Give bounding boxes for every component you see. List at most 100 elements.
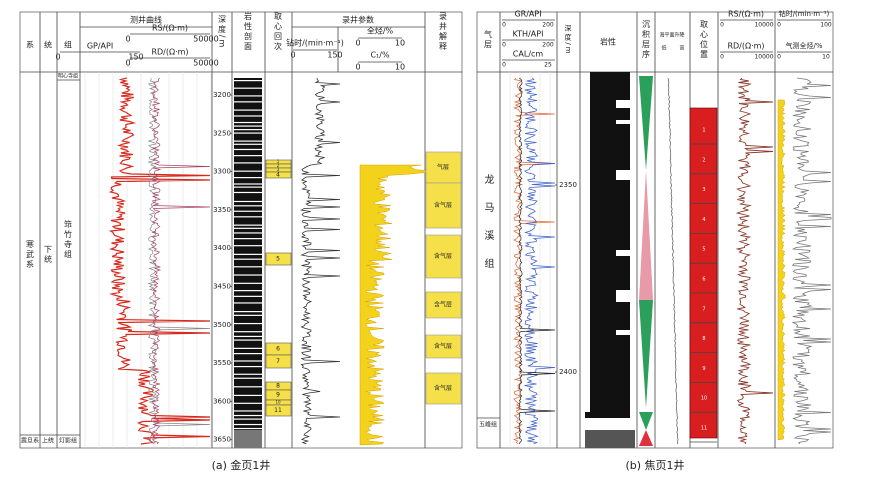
scale-min: 0 — [720, 54, 724, 61]
scale-min: 0 — [125, 59, 130, 68]
lithology-band — [234, 314, 262, 316]
scale-min: 0 — [502, 22, 506, 29]
lithology-band — [234, 129, 262, 131]
lithology-band — [234, 311, 262, 313]
core-column — [689, 107, 718, 439]
scale-max: 200 — [542, 42, 554, 49]
interp-box — [425, 372, 462, 405]
drilling-time — [300, 77, 341, 445]
interp-label: 含气层 — [434, 201, 452, 209]
scale-name: GR/API — [514, 10, 541, 19]
sequence — [639, 300, 653, 408]
lithology-band — [234, 394, 262, 397]
core-label: 11 — [701, 426, 707, 432]
gas-area — [359, 164, 429, 446]
strat: 下统 — [44, 245, 53, 265]
lithology-band — [234, 282, 262, 284]
strat: 筇竹寺组 — [64, 219, 73, 260]
scale-name: RD/(Ω·m) — [151, 48, 188, 57]
scale-max: 10 — [395, 63, 405, 72]
lithology-notch — [616, 250, 630, 256]
interp-box — [425, 234, 462, 279]
lithology-band — [234, 347, 262, 349]
depth-label: 3600 — [213, 397, 231, 405]
lithology-band — [234, 191, 262, 194]
core-label: 5 — [276, 256, 280, 263]
interp-label: 含气层 — [434, 342, 452, 350]
depth-label: 3500 — [213, 321, 231, 329]
depth-label: 3400 — [213, 244, 231, 252]
lithology-band — [234, 402, 262, 404]
scale-max: 25 — [544, 62, 552, 69]
lithology-band — [234, 266, 262, 268]
lithology-band — [234, 331, 262, 333]
header: 测井曲线 — [130, 15, 162, 25]
header: 深度/m — [218, 15, 227, 50]
lithology-band — [234, 238, 262, 240]
core-label: 8 — [702, 336, 705, 342]
lithology-band — [234, 143, 262, 145]
log-curve — [147, 77, 211, 445]
interp-box — [425, 334, 462, 359]
lithology-band — [234, 295, 262, 297]
scale-min: 0 — [502, 62, 506, 69]
lithology-band — [234, 302, 262, 304]
log-curve — [523, 77, 556, 445]
lithology-band — [234, 95, 262, 97]
lithology-notch — [616, 290, 630, 302]
scale-min: 0 — [720, 22, 724, 29]
scale-name: 钻时/(min·m⁻¹) — [286, 38, 344, 48]
depth-label: 3450 — [213, 283, 231, 291]
sequence — [639, 170, 653, 300]
scale-max: 10 — [822, 54, 830, 61]
core-label: 11 — [274, 407, 282, 414]
header: 组 — [64, 40, 72, 50]
lithology-band — [234, 418, 262, 420]
lithology-notch — [616, 330, 630, 335]
formation: 五峰组 — [479, 421, 497, 429]
sequence — [639, 412, 653, 430]
lithology-band — [234, 232, 262, 234]
scale-name: RS/(Ω·m) — [728, 10, 764, 19]
core-box — [265, 171, 292, 179]
depth-label: 2350 — [559, 181, 577, 189]
scale-name: 全烃/% — [367, 26, 394, 36]
log-curve — [735, 77, 774, 445]
header: 高 — [679, 45, 684, 52]
lithology-band — [234, 115, 262, 117]
caption: (a) 金页1井 — [212, 458, 271, 472]
lithology-band — [234, 162, 262, 164]
interp-label: 含气层 — [434, 384, 452, 392]
lithology-band — [234, 132, 262, 134]
lithology-band — [234, 274, 262, 276]
scale-max: 50000 — [193, 35, 218, 44]
scale-name: GP/API — [87, 42, 113, 51]
lithology-band — [234, 121, 262, 124]
log-curve — [518, 77, 556, 445]
scale-name: 钻时/(min·m⁻¹) — [779, 9, 830, 18]
lithology-notch — [616, 100, 630, 108]
core-label: 9 — [702, 366, 705, 372]
scale-name: C₁/% — [370, 51, 389, 60]
scale-max: 10000 — [754, 54, 773, 61]
scale-max: 10000 — [754, 22, 773, 29]
header: 深度/m — [564, 24, 572, 56]
lithology-band — [234, 216, 262, 218]
scale-max: 10 — [395, 39, 405, 48]
scale-min: 0 — [355, 39, 360, 48]
log-curve — [108, 77, 211, 445]
core-label: 2 — [702, 157, 705, 163]
lithology-band — [234, 80, 262, 82]
interp-box — [425, 182, 462, 229]
scale-max: 150 — [128, 53, 143, 62]
lithology — [590, 72, 630, 412]
lithology-band — [234, 352, 262, 355]
lithology-band — [234, 186, 262, 188]
header: 系 — [26, 40, 34, 50]
depth-label: 3350 — [213, 206, 231, 214]
depth-label: 2400 — [559, 368, 577, 376]
lithology-band — [234, 101, 262, 103]
scale-max: 150 — [327, 51, 342, 60]
